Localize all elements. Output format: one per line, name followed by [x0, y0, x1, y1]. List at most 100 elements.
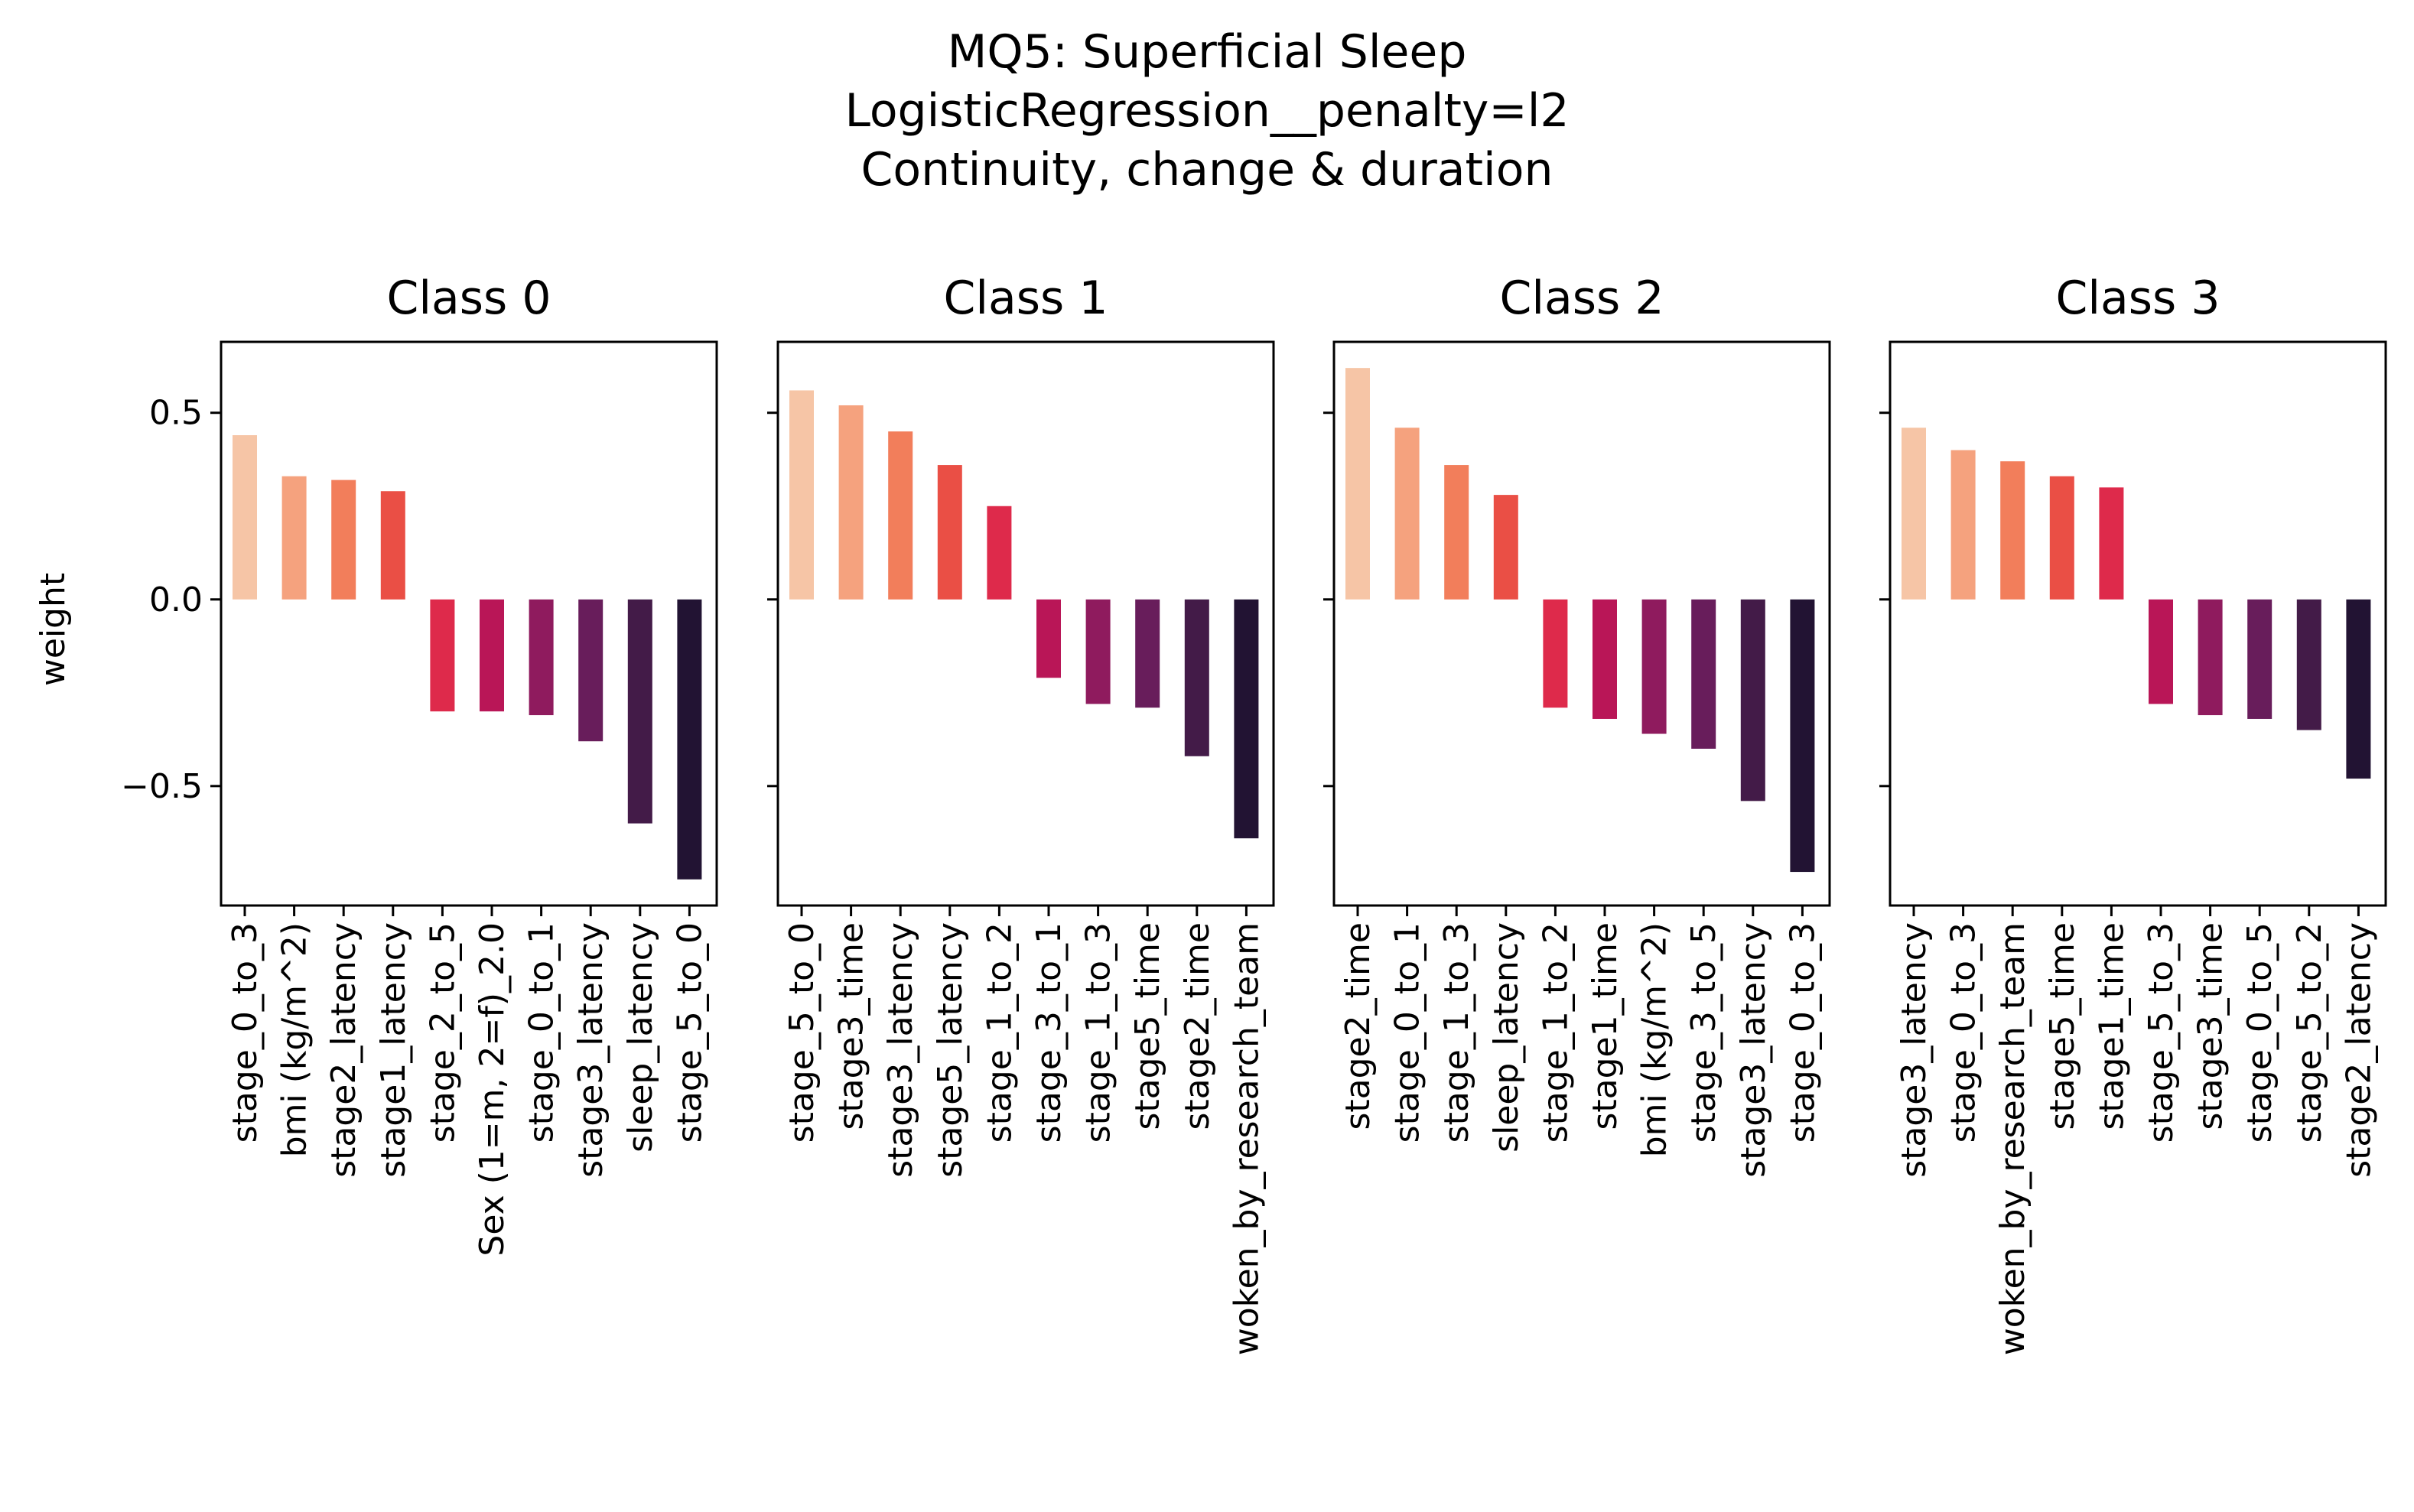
panel-title: Class 0 [386, 272, 551, 325]
x-tick-label: stage3_latency [1895, 922, 1934, 1178]
x-tick-label: bmi (kg/m^2) [275, 922, 314, 1157]
panel-title: Class 2 [1499, 272, 1664, 325]
bar [1234, 599, 1259, 839]
panel-class-3: Class 3 stage3_latency stage_0_to_3 woken_b… [1879, 272, 2387, 1355]
x-tick-label: stage3_latency [881, 922, 920, 1178]
bar [1085, 599, 1111, 704]
x-tick-label: stage_0_to_1 [1388, 922, 1427, 1143]
x-tick-label: sleep_latency [621, 922, 660, 1153]
x-tick-label: stage2_latency [2339, 922, 2378, 1178]
panel-title: Class 1 [943, 272, 1108, 325]
x-tick-label: stage1_time [2092, 922, 2131, 1130]
bar [1691, 599, 1716, 749]
title-line-1: MQ5: Superficial Sleep [948, 25, 1467, 79]
x-tick-label: stage1_time [1586, 922, 1625, 1130]
bar [281, 476, 307, 600]
x-tick-label: stage_1_to_3 [1079, 922, 1118, 1143]
x-tick-label: stage2_latency [324, 922, 363, 1178]
bar [2099, 487, 2124, 600]
x-tick-label: stage2_time [1178, 922, 1217, 1130]
bar [1036, 599, 1061, 678]
bar [380, 491, 405, 600]
x-tick-label: stage5_latency [931, 922, 970, 1178]
bar [2198, 599, 2223, 716]
bar [2346, 599, 2371, 779]
panel-title: Class 3 [2055, 272, 2220, 325]
plot-frame [776, 340, 1275, 907]
bar [233, 435, 257, 600]
x-tick-label: stage_0_to_3 [1944, 922, 1983, 1143]
bar [430, 599, 455, 712]
x-tick-label: stage_5_to_3 [2142, 922, 2181, 1143]
x-tick-label: stage2_time [1339, 922, 1378, 1130]
x-tick-label: stage1_latency [374, 922, 413, 1178]
bar [789, 390, 814, 600]
bar [1493, 495, 1518, 600]
y-tick-label: 0.0 [149, 580, 203, 619]
bar [627, 599, 652, 824]
bar [1444, 465, 1469, 600]
x-tick-label: woken_by_research_team [1993, 922, 2032, 1355]
x-tick-label: stage_0_to_3 [226, 922, 265, 1143]
x-tick-label: stage5_time [1128, 922, 1167, 1130]
x-tick-label: stage_1_to_2 [980, 922, 1019, 1143]
bar [987, 506, 1012, 600]
bar [2049, 476, 2074, 600]
bar [838, 405, 864, 600]
x-tick-label: stage_5_to_0 [670, 922, 709, 1143]
plot-frame [1332, 340, 1831, 907]
bar [1740, 599, 1765, 802]
title-line-3: Continuity, change & duration [861, 143, 1553, 197]
x-tick-label: bmi (kg/m^2) [1635, 922, 1674, 1157]
x-tick-label: stage3_time [832, 922, 871, 1130]
x-tick-label: stage_0_to_1 [522, 922, 561, 1143]
x-tick-label: stage3_latency [571, 922, 610, 1178]
bar [2296, 599, 2321, 730]
x-tick-label: stage_5_to_0 [782, 922, 821, 1143]
y-tick-label: −0.5 [121, 767, 203, 806]
bar [1790, 599, 1815, 873]
x-tick-label: stage3_time [2191, 922, 2230, 1130]
bar [2149, 599, 2173, 704]
bar [1394, 428, 1420, 600]
bar [1345, 368, 1370, 600]
x-tick-label: stage_2_to_5 [423, 922, 462, 1143]
panel-class-1: Class 1 stage_5_to_0 stage3_time stage3_lat… [767, 272, 1275, 1355]
x-tick-label: stage_3_to_5 [1684, 922, 1723, 1143]
bar [1641, 599, 1667, 734]
bar [1184, 599, 1209, 756]
bar [1593, 599, 1617, 719]
bar [1543, 599, 1568, 708]
title-line-2: LogisticRegression__penalty=l2 [844, 84, 1569, 138]
bar [480, 599, 504, 712]
y-axis-label: weight [34, 573, 73, 686]
x-tick-label: stage_5_to_2 [2290, 922, 2329, 1143]
x-tick-label: sleep_latency [1487, 922, 1526, 1153]
bar [677, 599, 702, 880]
x-tick-label: stage5_time [2043, 922, 2082, 1130]
plot-frame [1889, 340, 2387, 907]
bar [1950, 450, 1976, 600]
bar [529, 599, 554, 716]
x-tick-label: Sex (1=m, 2=f)_2.0 [473, 922, 512, 1257]
figure-title: MQ5: Superficial Sleep LogisticRegressio… [844, 25, 1569, 197]
bar [331, 480, 356, 600]
panels: Class 0 stage_0_to_3 bmi (kg/m^2) stage2_la… [121, 272, 2387, 1355]
bar [1902, 428, 1926, 600]
y-tick-label: 0.5 [149, 394, 203, 433]
bar [2000, 461, 2025, 600]
x-tick-label: woken_by_research_team [1227, 922, 1266, 1355]
x-tick-label: stage_1_to_2 [1536, 922, 1575, 1143]
bar [888, 431, 913, 600]
bar [578, 599, 604, 742]
panel-class-0: Class 0 stage_0_to_3 bmi (kg/m^2) stage2_la… [121, 272, 718, 1257]
x-tick-label: stage_0_to_3 [1783, 922, 1822, 1143]
bar [2247, 599, 2272, 719]
bar [1135, 599, 1160, 708]
x-tick-label: stage_3_to_1 [1030, 922, 1069, 1143]
x-tick-label: stage_1_to_3 [1437, 922, 1476, 1143]
x-tick-label: stage3_latency [1734, 922, 1773, 1178]
plot-frame [220, 340, 718, 907]
x-tick-label: stage_0_to_5 [2240, 922, 2279, 1143]
